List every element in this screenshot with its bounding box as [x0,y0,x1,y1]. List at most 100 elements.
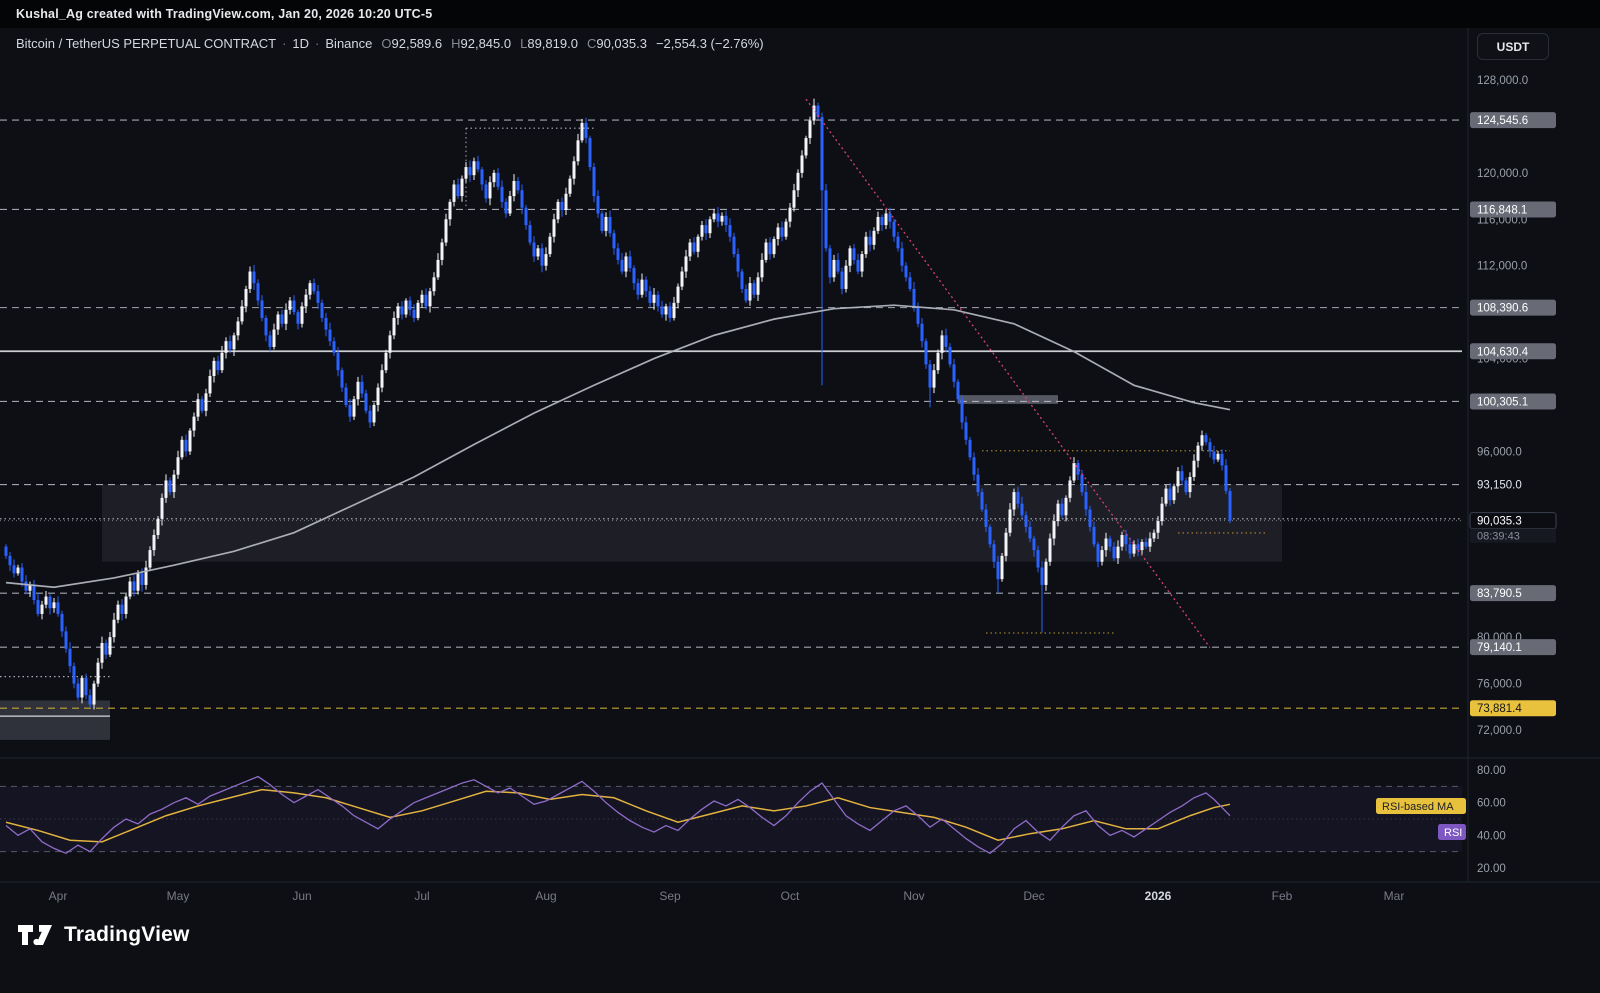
rsi-line[interactable] [5,775,1231,855]
candle-body [1196,445,1200,461]
candle-body [480,169,484,185]
candle-body [900,248,904,266]
candle-body [516,180,520,191]
tradingview-logo-icon [18,925,52,946]
candle-body [116,604,120,620]
candle-body [952,364,956,382]
currency-toggle-button[interactable]: USDT [1477,33,1549,60]
candle-body [624,256,628,272]
zone-rect [102,484,1282,562]
ma-line[interactable] [5,304,1231,589]
candle-body [992,544,996,562]
candle-body [172,474,176,493]
month-label: Aug [535,889,556,903]
candle-body [224,341,228,353]
candle-body [572,161,576,179]
candle-body [500,186,504,202]
candle-body [1116,546,1120,559]
candle-body [828,248,832,278]
candle-body [1108,538,1112,547]
candle-body [492,172,496,183]
candle-body [1160,503,1164,522]
candle-body [632,268,636,284]
candle-body [908,277,912,289]
candle-body [1208,442,1212,452]
candle-body [432,277,436,292]
price-axis[interactable]: 128,000.0120,000.0116,000.0112,000.0104,… [1469,75,1557,875]
candle-body [176,457,180,475]
trend-line[interactable] [805,98,1211,649]
month-label: Feb [1272,889,1293,903]
candle-body [712,213,716,220]
rsi-tick-label: 40.00 [1477,830,1506,842]
candle-body [416,302,420,318]
candle-body [728,225,732,237]
candle-body [456,184,460,197]
candle-body [392,317,396,336]
candle-body [532,242,536,257]
candle-body [652,294,656,303]
candle-body [96,662,100,684]
candle-body [360,381,364,394]
candle-body [720,215,724,222]
candle-body [108,637,112,655]
candle-body [1044,561,1048,585]
candle-body [64,631,68,649]
rsi-ma-line[interactable] [5,788,1231,843]
candle-body [592,167,596,197]
segments-layer [0,127,1266,717]
candle-body [664,306,668,315]
candle-body [564,193,568,211]
candle-body [40,604,44,614]
month-label: Jun [292,889,311,903]
candle-body [1180,471,1184,481]
candle-body [800,155,804,173]
month-label: Nov [903,889,924,903]
price-level-label: 90,035.3 [1477,516,1522,528]
trendline-layer [805,98,1211,649]
candle-body [352,399,356,417]
candle-body [508,196,512,214]
candle-body [756,277,760,295]
candle-body [1220,453,1224,466]
candle-body [1048,538,1052,562]
candle-body [660,306,664,315]
candle-body [996,561,1000,580]
tradingview-logo[interactable]: TradingView [18,922,190,948]
separator-dot: · [315,36,320,51]
candle-body [1052,521,1056,539]
candle-body [608,216,612,234]
candle-body [208,375,212,394]
change-value: −2,554.3 (−2.76%) [655,36,764,51]
candle-body [1200,435,1204,446]
candle-body [588,138,592,168]
candle-body [796,172,800,191]
candle-body [284,309,288,324]
candle-body [292,300,296,313]
interval-label: 1D [292,36,310,51]
candle-body [140,573,144,585]
candle-body [4,546,8,556]
countdown-label: 08:39:43 [1477,531,1520,543]
candle-body [72,666,76,684]
candle-body [640,279,644,295]
ma-layer [5,304,1231,589]
candle-body [1120,535,1124,547]
candle-body [380,370,384,388]
ohlc-token: L89,819.0 [520,36,578,51]
candle-body [356,381,360,400]
candle-body [404,300,408,315]
candle-body [648,291,652,303]
price-level-label: 79,140.1 [1477,642,1522,654]
candle-body [1184,480,1188,493]
candle-body [80,677,84,698]
candle-body [836,259,840,272]
candle-body [344,387,348,406]
candle-body [724,215,728,226]
candle-body [1140,541,1144,551]
price-tick-label: 72,000.0 [1477,725,1522,737]
candle-body [604,216,608,231]
candle-body [444,219,448,243]
time-axis[interactable]: Apr May Jun Jul Aug Sep Oct Nov Dec 2026 Feb Mar [49,889,1405,903]
